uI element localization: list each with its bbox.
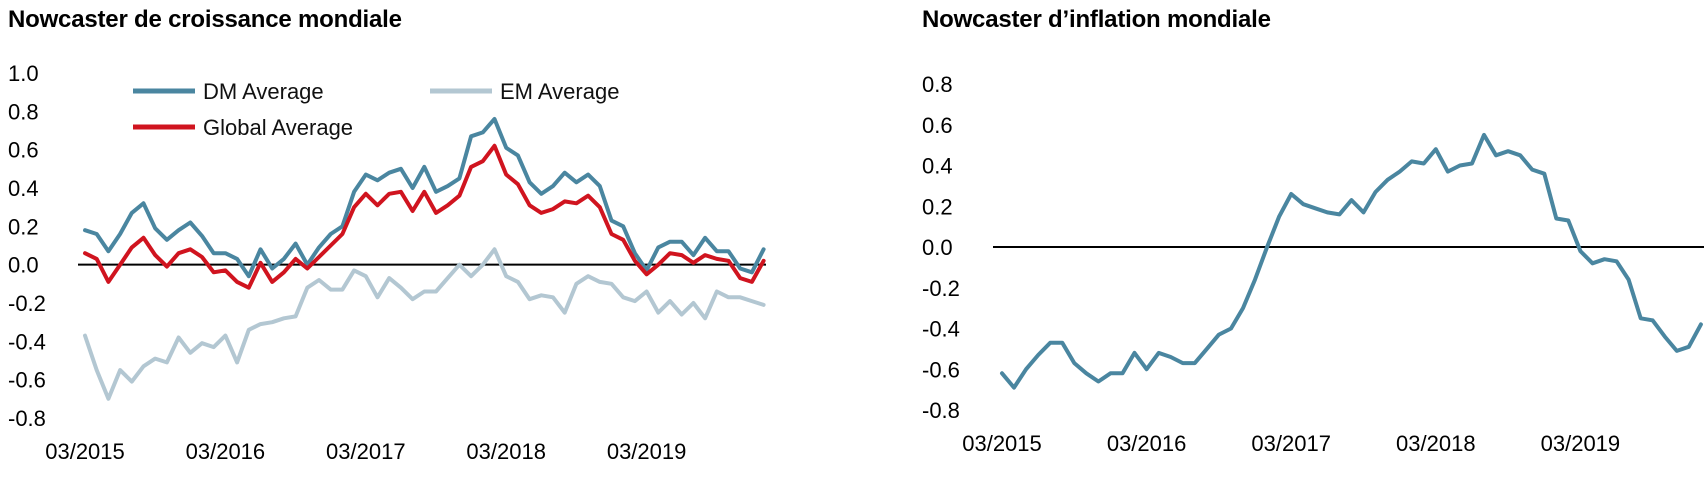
series-line-global-average — [83, 143, 766, 290]
series-line-inflation — [1000, 132, 1703, 390]
y-tick-label: -0.4 — [922, 317, 960, 342]
growth-chart-title: Nowcaster de croissance mondiale — [8, 6, 402, 33]
y-tick-label: -0.8 — [922, 398, 960, 423]
x-tick-label: 03/2015 — [962, 431, 1042, 456]
y-tick-label: -0.6 — [922, 357, 960, 382]
x-tick-label: 03/2016 — [186, 439, 266, 464]
y-tick-label: 1.0 — [8, 61, 39, 86]
y-tick-label: 0.2 — [8, 214, 39, 239]
x-tick-label: 03/2018 — [466, 439, 546, 464]
x-tick-label: 03/2019 — [1541, 431, 1621, 456]
y-tick-label: -0.6 — [8, 368, 46, 393]
y-tick-label: 0.6 — [8, 138, 39, 163]
y-tick-label: 0.2 — [922, 194, 953, 219]
x-tick-label: 03/2015 — [45, 439, 125, 464]
legend-label: EM Average — [500, 79, 619, 104]
x-tick-label: 03/2018 — [1396, 431, 1476, 456]
inflation-chart-title: Nowcaster d’inflation mondiale — [922, 6, 1271, 33]
x-tick-label: 03/2016 — [1107, 431, 1187, 456]
growth-chart: 1.0 0.8 0.6 0.4 0.2 0.0 -0.2 -0.4 -0.6 -0.8 03/201… — [8, 61, 766, 464]
y-tick-label: -0.4 — [8, 329, 46, 354]
y-tick-label: -0.2 — [8, 291, 46, 316]
y-tick-label: -0.2 — [922, 276, 960, 301]
legend-label: Global Average — [203, 115, 353, 140]
x-tick-label: 03/2019 — [607, 439, 687, 464]
y-tick-label: -0.8 — [8, 406, 46, 431]
y-tick-label: 0.0 — [8, 253, 39, 278]
y-tick-label: 0.4 — [8, 176, 39, 201]
x-tick-label: 03/2017 — [1251, 431, 1331, 456]
y-tick-label: 0.0 — [922, 235, 953, 260]
x-tick-label: 03/2017 — [326, 439, 406, 464]
y-tick-label: 0.4 — [922, 154, 953, 179]
series-line-em-average — [83, 247, 766, 401]
y-tick-label: 0.8 — [8, 99, 39, 124]
y-tick-label: 0.8 — [922, 72, 953, 97]
y-tick-label: 0.6 — [922, 113, 953, 138]
inflation-chart: 0.8 0.6 0.4 0.2 0.0 -0.2 -0.4 -0.6 -0.803/2015 03… — [922, 72, 1704, 456]
legend-label: DM Average — [203, 79, 324, 104]
series-line-dm-average — [83, 117, 766, 279]
